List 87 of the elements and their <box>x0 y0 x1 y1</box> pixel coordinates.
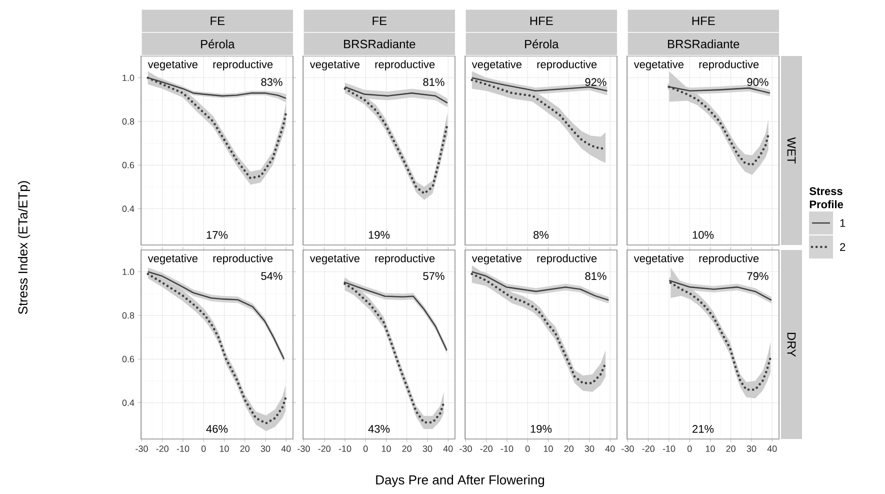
x-tick-label: 40 <box>767 446 777 452</box>
x-tick-label: 0 <box>525 446 530 452</box>
chart-title: HFE <box>692 16 715 26</box>
y2-axis-title: DRY <box>787 332 796 357</box>
legend-title: Stress Profile <box>810 187 844 208</box>
annotation: 21% <box>692 425 714 433</box>
x-tick-label: 30 <box>584 446 594 452</box>
y-tick-label: 0.6 <box>122 162 134 168</box>
annotation: reproductive <box>537 60 597 70</box>
x-tick-label: 10 <box>706 446 715 452</box>
annotation: 19% <box>368 230 390 239</box>
annotation: 17% <box>206 231 228 239</box>
y-tick-label: 1.0 <box>122 74 134 81</box>
chart-title: HFE <box>530 16 553 26</box>
y-axis-title: Stress Index (ETa/ETp) <box>18 181 30 314</box>
x-tick-label: -10 <box>176 446 190 452</box>
x-tick-label: -20 <box>318 446 331 452</box>
annotation: reproductive <box>537 254 597 264</box>
annotation: 54% <box>261 272 282 280</box>
chart-subtitle: BRSRadiante <box>344 39 416 48</box>
annotation: 8% <box>534 230 549 239</box>
chart-title: FE <box>210 16 225 26</box>
x-tick-label: 10 <box>220 446 229 452</box>
x-tick-label: 20 <box>564 446 574 452</box>
chart-title: FE <box>372 16 387 26</box>
annotation: reproductive <box>699 60 759 70</box>
x-tick-label: -30 <box>622 446 634 452</box>
x-tick-label: -30 <box>298 446 310 452</box>
annotation: reproductive <box>375 60 435 70</box>
annotation: 57% <box>423 272 444 280</box>
y-tick-label: 0.8 <box>122 312 134 319</box>
chart-subtitle: BRSRadiante <box>668 39 740 48</box>
x-tick-label: 30 <box>260 446 270 452</box>
x-tick-label: 30 <box>422 446 432 452</box>
annotation: vegetative <box>472 60 522 70</box>
x-tick-label: 0 <box>687 446 692 452</box>
y-tick-label: 0.6 <box>122 356 134 362</box>
y-tick-label: 0.4 <box>122 206 134 212</box>
x-tick-label: 30 <box>746 446 756 452</box>
annotation: 10% <box>692 230 714 239</box>
annotation: 90% <box>747 78 768 86</box>
annotation: 92% <box>585 78 606 86</box>
annotation: 81% <box>423 78 444 86</box>
annotation: vegetative <box>310 60 360 70</box>
x-tick-label: 40 <box>605 446 615 452</box>
annotation: vegetative <box>472 254 522 264</box>
x-tick-label: -20 <box>156 446 169 452</box>
annotation: 43% <box>368 424 390 433</box>
x-tick-label: 0 <box>201 446 206 452</box>
x-tick-label: 10 <box>544 446 553 452</box>
annotation: 79% <box>747 272 768 280</box>
chart-subtitle: Pérola <box>201 39 235 48</box>
x-tick-label: -10 <box>338 446 352 452</box>
x-axis-title: Days Pre and After Flowering <box>376 474 544 488</box>
y-tick-label: 0.4 <box>122 400 134 406</box>
x-tick-label: 0 <box>363 446 368 452</box>
annotation: reproductive <box>213 60 273 70</box>
annotation: vegetative <box>148 254 198 264</box>
x-tick-label: 40 <box>443 446 453 452</box>
legend-label: 1 <box>840 219 846 227</box>
annotation: reproductive <box>375 254 435 264</box>
y-tick-label: 1.0 <box>122 268 134 275</box>
x-tick-label: -30 <box>136 446 148 452</box>
y2-axis-title: WET <box>787 137 796 164</box>
annotation: reproductive <box>699 254 759 264</box>
x-tick-label: 20 <box>726 446 736 452</box>
annotation: 81% <box>585 272 606 280</box>
annotation: 19% <box>530 424 552 433</box>
annotation: vegetative <box>634 60 684 70</box>
annotation: reproductive <box>213 254 273 264</box>
x-tick-label: -20 <box>642 446 655 452</box>
annotation: 46% <box>206 424 228 433</box>
x-tick-label: 20 <box>402 446 412 452</box>
x-tick-label: -10 <box>500 446 514 452</box>
x-tick-label: -30 <box>460 446 472 452</box>
x-tick-label: 40 <box>281 446 291 452</box>
x-tick-label: 20 <box>240 446 250 452</box>
x-tick-label: -10 <box>662 446 676 452</box>
annotation: 83% <box>261 78 282 86</box>
y-tick-label: 0.8 <box>122 118 134 125</box>
annotation: vegetative <box>310 254 360 264</box>
x-tick-label: 10 <box>382 446 391 452</box>
annotation: vegetative <box>634 254 684 264</box>
annotation: vegetative <box>148 60 198 70</box>
chart-subtitle: Pérola <box>525 39 559 48</box>
x-tick-label: -20 <box>480 446 493 452</box>
legend-label: 2 <box>840 243 846 251</box>
